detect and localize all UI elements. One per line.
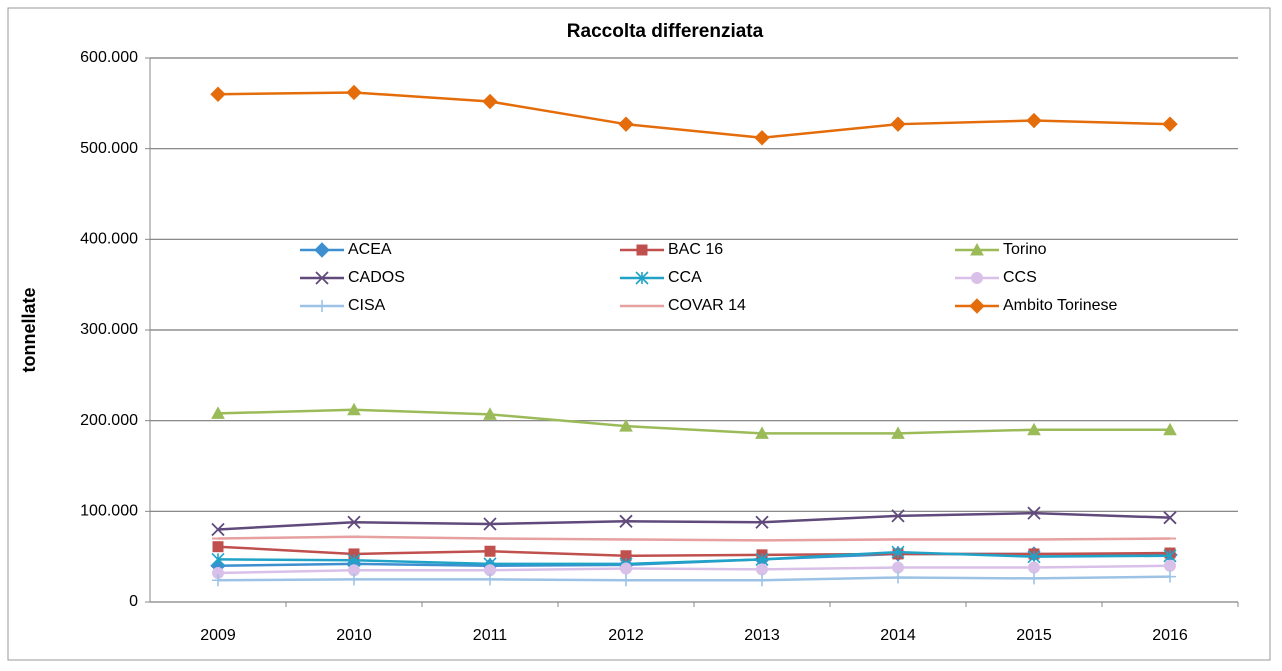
- marker: [1163, 511, 1177, 525]
- marker: [348, 573, 360, 586]
- marker: [212, 541, 224, 553]
- marker: [892, 571, 904, 584]
- chart-border: [7, 7, 1271, 661]
- y-tick-label: 300.000: [80, 321, 138, 338]
- marker: [890, 116, 906, 132]
- marker: [754, 130, 770, 146]
- legend-label: Torino: [1003, 241, 1047, 258]
- legend-marker: [314, 242, 330, 258]
- series-line: [217, 408, 1170, 435]
- marker: [484, 573, 496, 586]
- series-line: [217, 511, 1171, 531]
- series-line: [217, 550, 1171, 566]
- legend-marker: [635, 271, 649, 285]
- y-axis-label: tonnellate: [19, 287, 39, 372]
- series-line: [217, 535, 1171, 542]
- x-tick-label: 2015: [1016, 627, 1052, 644]
- marker: [756, 574, 768, 587]
- y-tick-label: 600.000: [80, 49, 138, 66]
- x-tick-label: 2012: [608, 627, 644, 644]
- marker: [211, 552, 225, 566]
- legend-label: CCA: [668, 269, 702, 286]
- x-tick-label: 2011: [473, 627, 508, 644]
- legend-marker: [970, 242, 984, 256]
- series-line: [217, 575, 1171, 582]
- marker: [482, 93, 498, 110]
- chart-title: Raccolta differenziata: [567, 21, 764, 42]
- x-tick-label: 2013: [744, 627, 780, 644]
- y-tick-label: 200.000: [80, 412, 138, 429]
- marker: [1028, 561, 1040, 574]
- marker: [756, 563, 768, 576]
- legend-marker: [316, 300, 328, 312]
- marker: [891, 426, 905, 439]
- legend-label: CCS: [1003, 269, 1037, 286]
- legend-label: ACEA: [348, 241, 392, 258]
- marker: [891, 509, 905, 523]
- marker: [618, 116, 634, 132]
- marker: [211, 406, 225, 419]
- x-tick-label: 2016: [1152, 627, 1188, 644]
- marker: [483, 407, 497, 420]
- marker: [1027, 506, 1041, 520]
- marker: [1163, 422, 1177, 436]
- y-tick-label: 400.000: [80, 231, 138, 248]
- x-tick-label: 2009: [200, 627, 236, 644]
- legend-marker: [969, 298, 985, 314]
- legend-marker: [315, 271, 329, 285]
- series-line: [217, 564, 1171, 575]
- x-tick-label: 2010: [336, 627, 372, 644]
- y-tick-label: 0: [129, 593, 138, 610]
- marker: [483, 517, 497, 531]
- marker: [346, 84, 362, 101]
- marker: [1164, 570, 1176, 583]
- series-line: [217, 91, 1171, 140]
- marker: [755, 426, 769, 439]
- marker: [210, 86, 226, 102]
- series-line: [217, 545, 1171, 558]
- legend-label: COVAR 14: [668, 297, 746, 314]
- marker: [1028, 572, 1040, 585]
- marker: [347, 402, 361, 416]
- legend-label: Ambito Torinese: [1003, 297, 1118, 314]
- legend-marker: [971, 272, 983, 284]
- marker: [892, 561, 904, 574]
- marker: [891, 545, 905, 559]
- marker: [620, 574, 632, 587]
- y-tick-label: 100.000: [80, 503, 138, 520]
- y-tick-label: 500.000: [80, 140, 138, 157]
- x-tick-label: 2014: [880, 627, 916, 644]
- marker: [755, 515, 769, 529]
- marker: [484, 545, 496, 557]
- marker: [211, 522, 225, 537]
- legend-label: BAC 16: [668, 241, 723, 258]
- legend-marker: [636, 244, 648, 256]
- marker: [212, 574, 224, 587]
- marker: [1164, 559, 1176, 572]
- marker: [620, 562, 632, 575]
- legend-label: CISA: [348, 297, 386, 314]
- marker: [619, 419, 633, 432]
- marker: [1026, 112, 1042, 129]
- legend-label: CADOS: [348, 269, 405, 286]
- marker: [619, 514, 633, 528]
- marker: [1027, 550, 1041, 564]
- marker: [1027, 422, 1041, 436]
- marker: [1162, 116, 1178, 132]
- marker: [347, 515, 361, 529]
